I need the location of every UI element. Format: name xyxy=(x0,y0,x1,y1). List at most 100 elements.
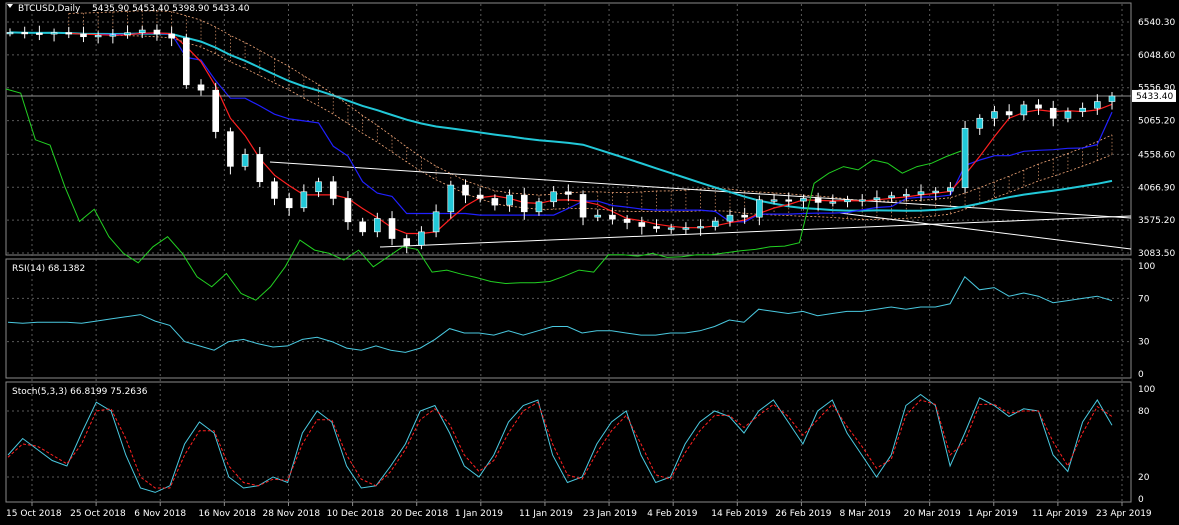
x-tick-label: 8 Mar 2019 xyxy=(840,509,892,519)
candle-body-up xyxy=(1108,95,1116,102)
candle-body-up xyxy=(902,194,910,197)
candle-body-up xyxy=(550,191,557,203)
stoch-signal-line xyxy=(7,399,1113,489)
candle xyxy=(285,192,293,216)
price-tick-label: 3575.20 xyxy=(1138,216,1175,226)
candle-body-up xyxy=(109,34,117,37)
x-tick-label: 23 Apr 2019 xyxy=(1096,509,1152,519)
candle xyxy=(785,192,793,207)
x-tick-label: 11 Jan 2019 xyxy=(519,509,573,519)
candle xyxy=(1108,91,1116,110)
candle xyxy=(271,177,278,206)
candle-body-up xyxy=(711,220,719,227)
candle xyxy=(756,195,763,226)
candle xyxy=(711,217,719,231)
candle-body-up xyxy=(682,227,690,230)
x-tick-label: 4 Feb 2019 xyxy=(647,509,698,519)
candle-body-down xyxy=(197,84,205,91)
candle-body-up xyxy=(947,187,954,192)
candle-body-up xyxy=(829,201,837,204)
x-tick-label: 16 Nov 2018 xyxy=(198,509,256,519)
candle xyxy=(462,179,469,204)
candle xyxy=(697,219,704,236)
candle-body-up xyxy=(667,227,675,230)
candle-body-up xyxy=(432,211,440,233)
candle xyxy=(109,29,117,44)
candle xyxy=(520,187,528,220)
candle-body-down xyxy=(1005,111,1013,116)
candle xyxy=(1035,99,1042,115)
candle-body-up xyxy=(1020,104,1028,116)
candle xyxy=(374,212,381,238)
collapse-arrow-icon[interactable] xyxy=(7,4,13,8)
candle-body-up xyxy=(1064,111,1072,119)
candle-body-down xyxy=(638,222,646,227)
candle-body-down xyxy=(36,32,43,35)
candle xyxy=(300,184,308,212)
labels: BTCUSD,Daily 5435.90 5453.40 5398.90 543… xyxy=(6,4,1176,519)
candle xyxy=(476,187,484,203)
candle xyxy=(447,181,455,219)
candle-body-up xyxy=(535,201,543,213)
candle-body-down xyxy=(1035,104,1042,109)
candle-body-up xyxy=(873,197,881,201)
candle-body-up xyxy=(300,191,308,209)
candle-body-up xyxy=(844,199,851,203)
candle-body-up xyxy=(888,195,895,199)
candle xyxy=(227,127,234,175)
candle xyxy=(6,28,14,37)
candle xyxy=(609,207,616,225)
trendline-upper xyxy=(269,161,1132,219)
price-tick-label: 5065.20 xyxy=(1138,117,1175,127)
x-tick-label: 20 Mar 2019 xyxy=(904,509,961,519)
candle xyxy=(638,216,646,235)
candle-body-down xyxy=(256,154,264,183)
x-tick-label: 25 Oct 2018 xyxy=(70,509,126,519)
x-tick-label: 23 Jan 2019 xyxy=(583,509,637,519)
ma-fast-line xyxy=(68,32,1113,235)
candle xyxy=(961,120,969,194)
candle-body-down xyxy=(168,33,175,39)
chart-title: BTCUSD,Daily xyxy=(18,4,81,14)
candle xyxy=(418,226,425,250)
last-price-label: 5433.40 xyxy=(1136,92,1173,102)
x-tick-label: 15 Oct 2018 xyxy=(6,509,62,519)
rsi-tick-label: 100 xyxy=(1138,262,1155,272)
candle xyxy=(814,192,822,211)
candle-body-down xyxy=(814,198,822,203)
price-tick-label: 4558.60 xyxy=(1138,150,1175,160)
candle xyxy=(579,190,587,226)
candle-body-down xyxy=(579,194,587,218)
candle xyxy=(1049,100,1057,127)
candle xyxy=(1005,104,1013,119)
price-tick-label: 4066.90 xyxy=(1138,183,1175,193)
candle xyxy=(168,26,175,47)
x-tick-label: 20 Dec 2018 xyxy=(391,509,449,519)
candle xyxy=(212,82,220,139)
candle xyxy=(976,114,984,135)
candle xyxy=(256,146,264,188)
kijun-line xyxy=(98,32,1113,223)
candle xyxy=(888,191,895,202)
candle-body-down xyxy=(359,221,366,233)
rsi-tick-label: 70 xyxy=(1138,294,1150,304)
candle-body-up xyxy=(756,199,763,218)
candle xyxy=(432,204,440,238)
stoch-title: Stoch(5,3,3) 66.8199 75.2636 xyxy=(12,387,148,397)
candle-body-up xyxy=(976,117,984,129)
candle xyxy=(565,184,572,202)
candle-body-up xyxy=(726,214,734,222)
cloud-span-a xyxy=(68,10,1113,202)
candle xyxy=(932,187,939,200)
candle-body-up xyxy=(50,32,58,35)
candle-body-up xyxy=(315,181,322,193)
candle xyxy=(50,28,58,42)
x-tick-label: 6 Nov 2018 xyxy=(134,509,186,519)
candle xyxy=(80,26,87,43)
candle xyxy=(594,209,602,222)
candle-body-up xyxy=(94,35,102,38)
candle-body-down xyxy=(741,214,748,218)
candle xyxy=(153,24,161,41)
